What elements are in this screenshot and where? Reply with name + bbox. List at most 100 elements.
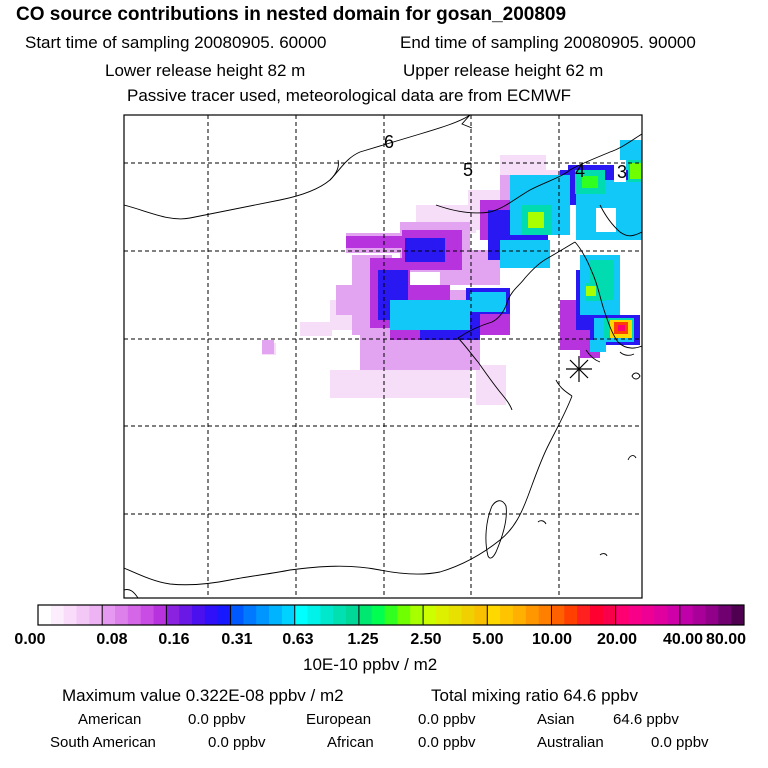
colorbar-swatch [423, 605, 437, 625]
colorbar-swatch [461, 605, 475, 625]
colorbar-swatch [448, 605, 462, 625]
region-label-6: 6 [384, 132, 394, 152]
region-label-4: 4 [575, 161, 585, 181]
colorbar-swatch [384, 605, 398, 625]
colorbar-tick-label: 40.00 [662, 631, 704, 648]
colorbar-swatch [397, 605, 411, 625]
colorbar-swatch [551, 605, 565, 625]
colorbar-tick-label: 0.00 [14, 631, 46, 648]
colorbar-tick-label: 2.50 [410, 631, 442, 648]
region-label-3: 3 [617, 162, 627, 182]
colorbar-swatch [256, 605, 270, 625]
colorbar-swatch [654, 605, 668, 625]
colorbar-swatch [230, 605, 244, 625]
colorbar-swatch [281, 605, 296, 625]
colorbar-swatch [192, 605, 206, 625]
colorbar-swatch [487, 605, 501, 625]
american-value: 0.0 ppbv [188, 711, 246, 728]
colorbar-swatch [140, 605, 154, 625]
hotspot-region [528, 163, 642, 338]
colorbar-swatch [666, 605, 681, 625]
european-label: European [306, 711, 372, 728]
maximum-value: Maximum value 0.322E-08 ppbv / m2 [62, 686, 344, 705]
colorbar-swatch [153, 605, 167, 625]
colorbar-swatch [166, 605, 180, 625]
colorbar-swatch [217, 605, 231, 625]
colorbar-tick-label: 80.00 [705, 631, 747, 648]
colorbar-swatch [679, 605, 694, 625]
colorbar-swatch [243, 605, 257, 625]
colorbar [37, 604, 745, 626]
asian-value: 64.6 ppbv [613, 711, 679, 728]
colorbar-swatch [346, 605, 360, 625]
colorbar-swatch [589, 605, 604, 625]
colorbar-swatch [76, 605, 90, 625]
australian-value: 0.0 ppbv [651, 734, 709, 751]
colorbar-swatch [474, 605, 488, 625]
coastlines [124, 115, 642, 598]
map-frame [123, 114, 643, 599]
colorbar-swatch [525, 605, 540, 625]
colorbar-border [37, 604, 745, 626]
colorbar-swatch [705, 605, 719, 625]
asian-label: Asian [537, 711, 575, 728]
colorbar-swatch [294, 605, 308, 625]
receptor-marker [566, 356, 592, 382]
colorbar-swatch [63, 605, 77, 625]
colorbar-swatch [127, 605, 142, 625]
chart-title: CO source contributions in nested domain… [16, 4, 567, 25]
colorbar-swatch [320, 605, 334, 625]
upper-release-height: Upper release height 62 m [403, 61, 604, 80]
colorbar-swatch [602, 605, 617, 625]
colorbar-swatch [435, 605, 450, 625]
colorbar-swatch [50, 605, 65, 625]
colorbar-swatch [692, 605, 706, 625]
colorbar-swatch [269, 605, 283, 625]
colorbar-tick-label: 10.00 [531, 631, 573, 648]
colorbar-swatch [204, 605, 219, 625]
european-value: 0.0 ppbv [418, 711, 476, 728]
colorbar-swatch [102, 605, 116, 625]
south-american-label: South American [50, 734, 156, 751]
colorbar-swatch [358, 605, 373, 625]
australian-label: Australian [537, 734, 604, 751]
colorbar-tick-label: 0.16 [158, 631, 190, 648]
colorbar-swatch [512, 605, 527, 625]
colorbar-tick-label: 20.00 [596, 631, 638, 648]
colorbar-swatch [731, 605, 745, 625]
region-label-5: 5 [463, 160, 473, 180]
african-value: 0.0 ppbv [418, 734, 476, 751]
colorbar-tick-label: 0.08 [96, 631, 128, 648]
start-time: Start time of sampling 20080905. 60000 [25, 33, 327, 52]
colorbar-swatch [410, 605, 424, 625]
colorbar-swatch [577, 605, 591, 625]
colorbar-swatch [641, 605, 655, 625]
colorbar-swatch [628, 605, 642, 625]
colorbar-swatch [615, 605, 629, 625]
colorbar-swatch [115, 605, 129, 625]
colorbar-tick-label: 1.25 [347, 631, 379, 648]
clear-patches [546, 150, 626, 258]
colorbar-tick-label: 0.63 [282, 631, 314, 648]
colorbar-swatch [179, 605, 193, 625]
colorbar-swatch [38, 605, 52, 625]
colorbar-unit: 10E-10 ppbv / m2 [303, 655, 438, 674]
colorbar-swatch [564, 605, 578, 625]
african-label: African [327, 734, 374, 751]
south-american-value: 0.0 ppbv [208, 734, 266, 751]
colorbar-swatch [307, 605, 321, 625]
region-labels: 6 5 4 3 [384, 132, 627, 182]
american-label: American [78, 711, 142, 728]
lower-release-height: Lower release height 82 m [105, 61, 306, 80]
colorbar-swatch [371, 605, 385, 625]
end-time: End time of sampling 20080905. 90000 [400, 33, 696, 52]
tracer-note: Passive tracer used, meteorological data… [127, 86, 572, 105]
field-layer [262, 140, 642, 405]
colorbar-swatch [538, 605, 552, 625]
colorbar-swatch [718, 605, 732, 625]
colorbar-tick-label: 5.00 [472, 631, 504, 648]
colorbar-swatch [89, 605, 103, 625]
colorbar-swatch [500, 605, 514, 625]
graticule [124, 115, 642, 598]
